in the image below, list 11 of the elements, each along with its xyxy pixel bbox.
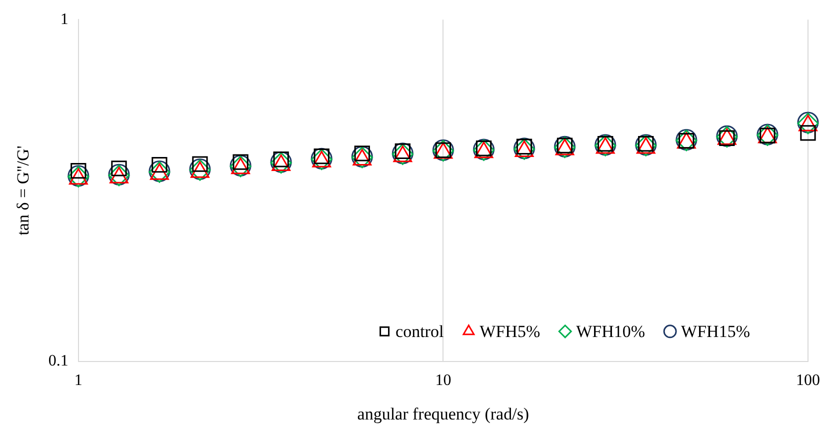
x-tick-label: 10 <box>435 372 452 390</box>
legend-label: control <box>396 322 444 341</box>
legend-label: WFH10% <box>576 322 646 341</box>
x-tick-label: 1 <box>74 372 82 390</box>
legend-label: WFH5% <box>480 322 540 341</box>
x-tick-label: 100 <box>796 372 820 390</box>
x-axis-title: angular frequency (rad/s) <box>357 404 530 424</box>
y-axis-title: tan δ = G''/G' <box>14 146 33 236</box>
legend-label: WFH15% <box>681 322 750 341</box>
y-tick-label: 0.1 <box>48 352 68 370</box>
point <box>800 125 816 141</box>
